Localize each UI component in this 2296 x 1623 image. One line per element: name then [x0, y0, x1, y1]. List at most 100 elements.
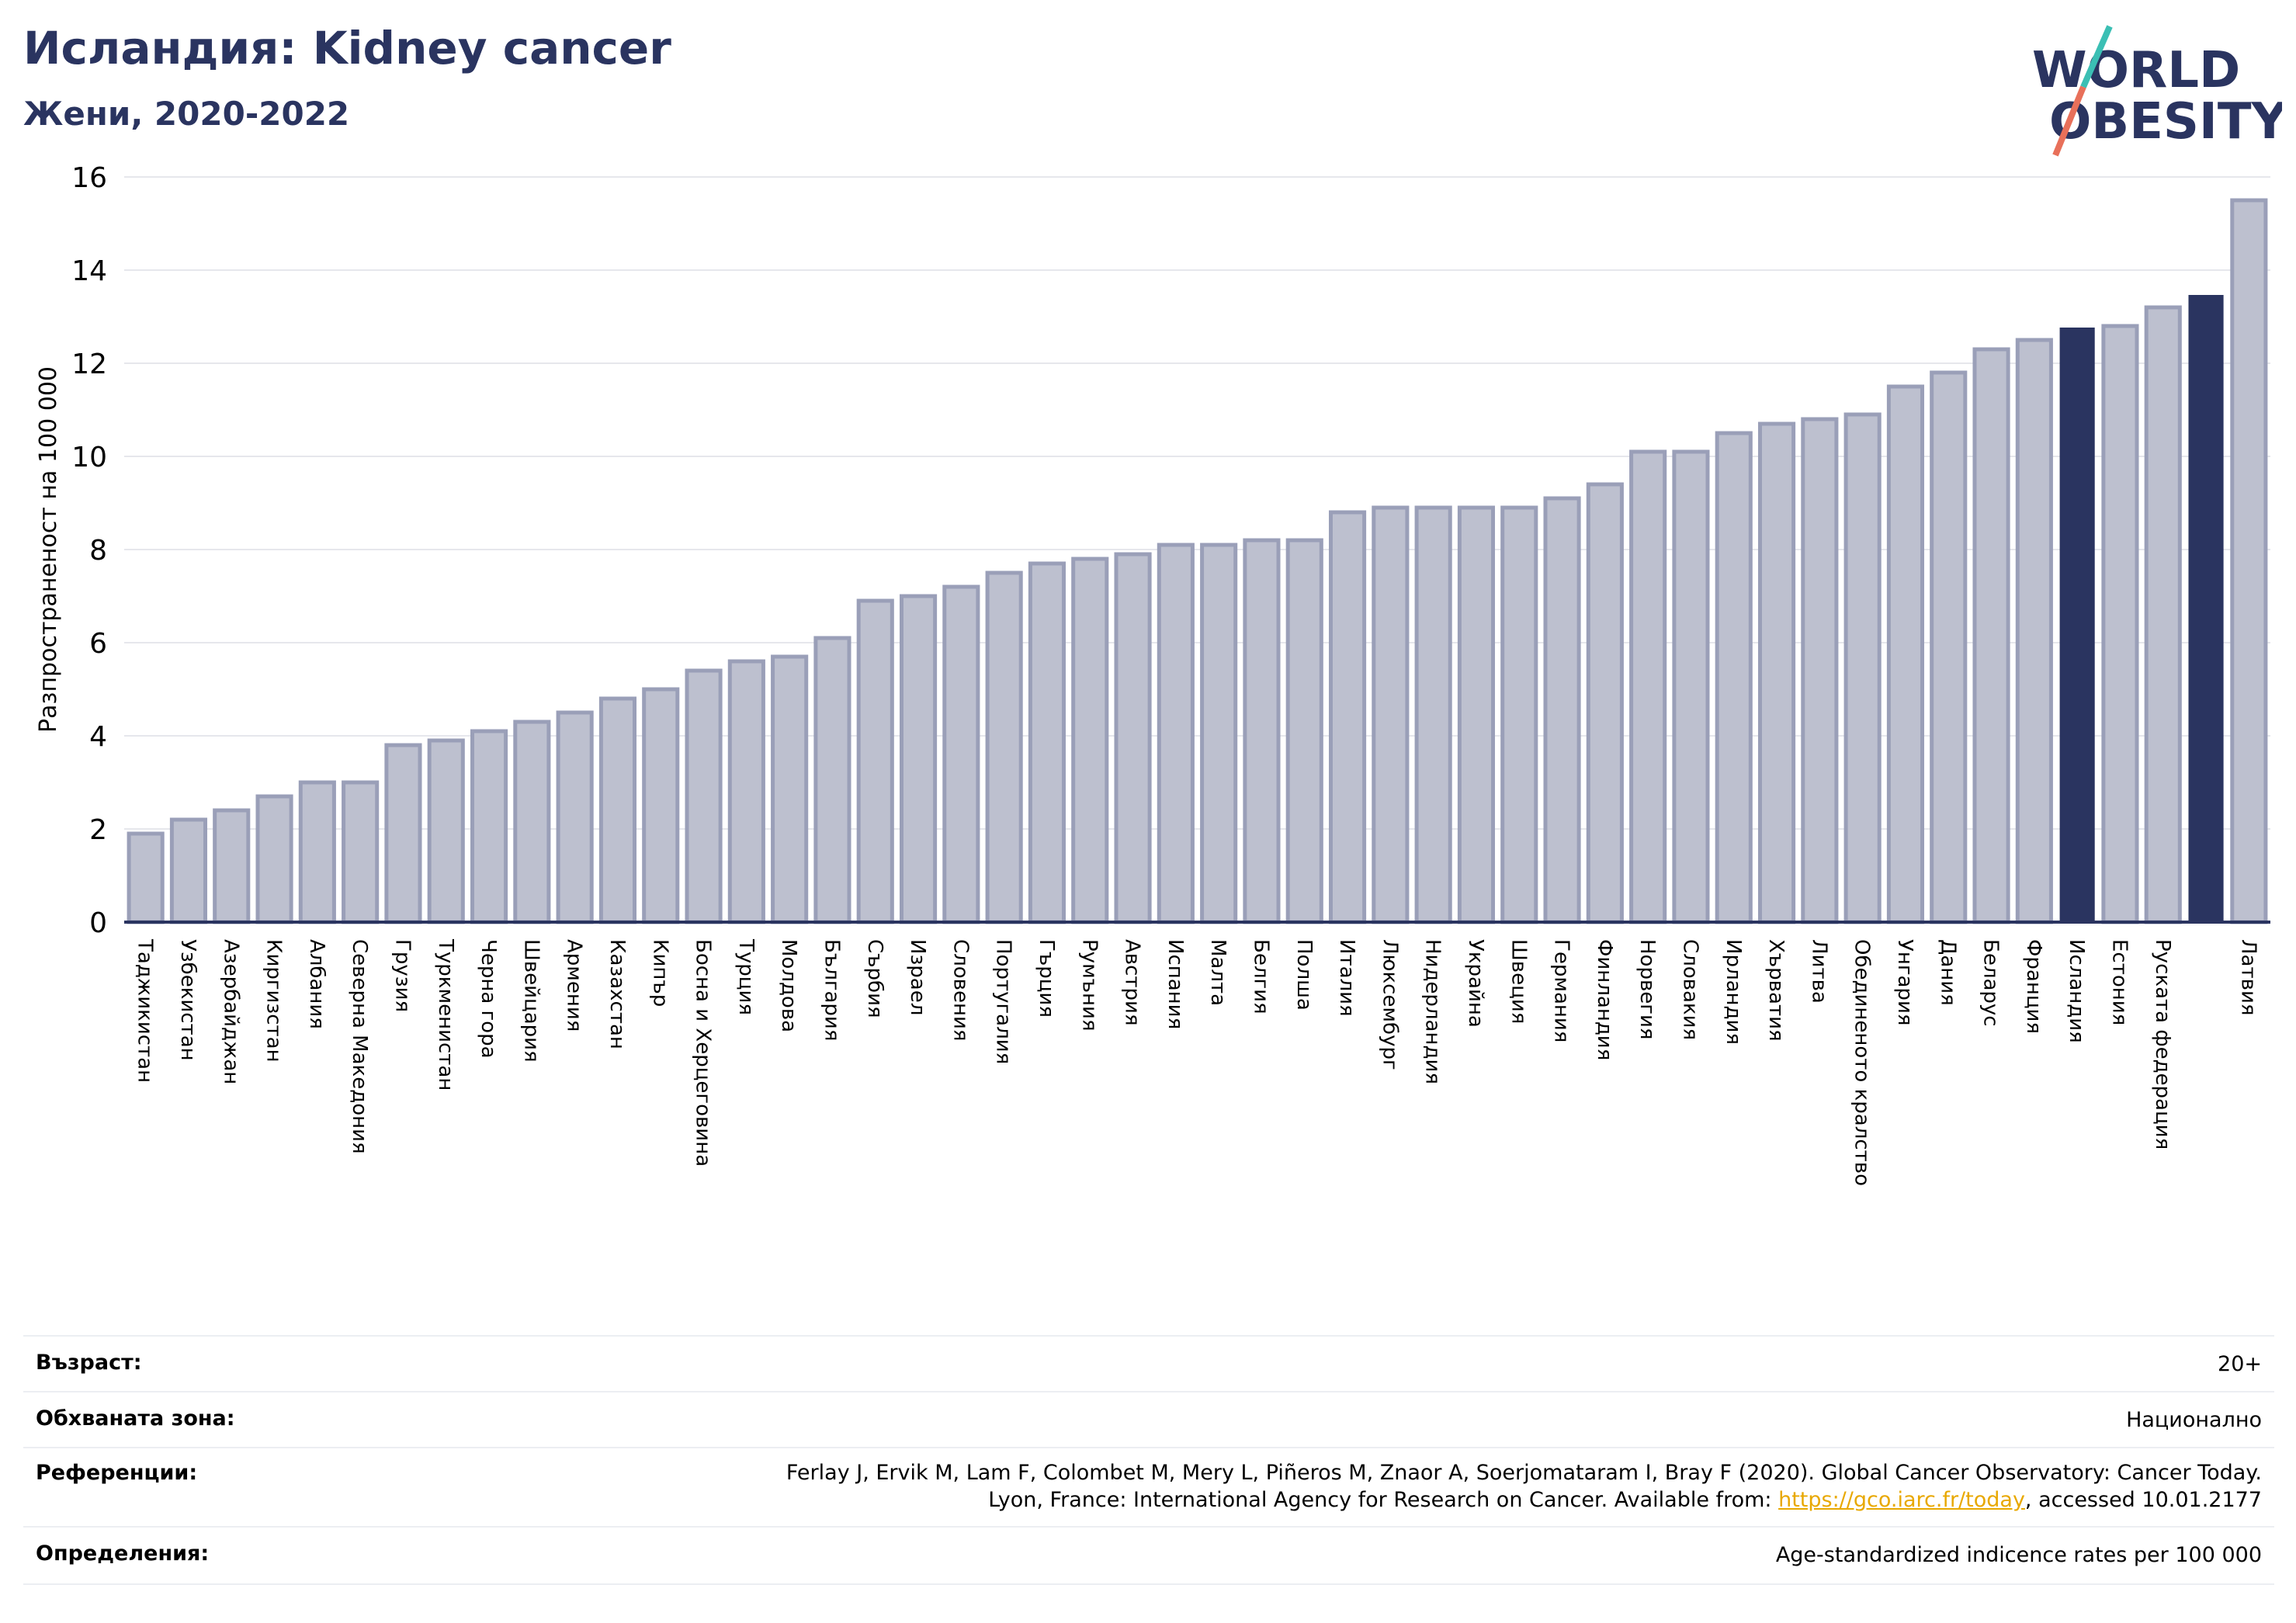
bar — [1930, 370, 1968, 924]
info-key-references: Референции: — [36, 1461, 198, 1485]
bar — [985, 570, 1023, 924]
bar — [298, 780, 336, 924]
bar — [771, 654, 809, 924]
x-tick-label: Люксембург — [1378, 939, 1401, 1070]
bar — [942, 584, 980, 924]
x-tick-label: Латвия — [2236, 939, 2260, 1016]
x-tick-label: Швеция — [1507, 939, 1530, 1024]
y-axis-label: Разпространеност на 100 000 — [35, 366, 62, 733]
bar — [1028, 561, 1066, 924]
reference-line-2: Lyon, France: International Agency for R… — [786, 1486, 2262, 1514]
bar — [813, 636, 851, 924]
x-tick-label: Азербайджан — [219, 939, 242, 1084]
info-key-area: Обхваната зона: — [36, 1406, 235, 1431]
x-tick-label: Кипър — [648, 939, 671, 1007]
x-tick-label: Беларус — [1979, 939, 2003, 1027]
x-tick-label: Финландия — [1593, 939, 1616, 1060]
y-tick-label: 12 — [71, 349, 107, 380]
chart-title: Исландия: Kidney cancer — [23, 22, 671, 75]
bar — [1586, 482, 1624, 924]
bar — [2059, 328, 2095, 923]
x-tick-label: Гърция — [1035, 939, 1058, 1018]
x-tick-label: Исландия — [2065, 939, 2088, 1043]
bar — [1114, 552, 1152, 924]
bar — [1157, 543, 1195, 924]
bar — [255, 794, 293, 924]
bar — [1886, 384, 1925, 924]
bar — [1200, 543, 1238, 924]
bar-chart: 0 2 4 6 8 10 12 14 16 Разпространеност на 100 000… — [35, 162, 2270, 1186]
bar — [1715, 431, 1753, 924]
bar — [1328, 510, 1367, 924]
bar — [1414, 505, 1452, 924]
bar — [1801, 417, 1839, 924]
x-tick-label: Узбекистан — [176, 939, 199, 1061]
y-tick-label: 6 — [89, 628, 107, 660]
y-tick-label: 14 — [71, 255, 107, 287]
x-tick-label: Украйна — [1464, 939, 1487, 1028]
x-tick-label: Грузия — [390, 939, 414, 1012]
bar — [342, 780, 380, 924]
x-tick-label: Молдова — [777, 939, 800, 1032]
bar — [727, 659, 765, 924]
x-tick-label: Босна и Херцеговина — [692, 939, 715, 1167]
info-row-definitions: Определения: Age-standardized indicence … — [23, 1526, 2274, 1585]
y-tick-label: 10 — [71, 442, 107, 473]
x-tick-label: Унгария — [1893, 939, 1916, 1025]
y-tick-label: 0 — [89, 907, 107, 939]
x-tick-label: Хърватия — [1764, 939, 1788, 1042]
x-tick-label: Казахстан — [605, 939, 629, 1049]
world-obesity-logo: WORLD OBESITY — [2032, 25, 2282, 157]
bar — [1071, 557, 1109, 924]
reference-link[interactable]: https://gco.iarc.fr/today — [1778, 1488, 2025, 1512]
bar — [1285, 538, 1323, 924]
x-tick-label: Сърбия — [863, 939, 886, 1018]
bar — [427, 738, 465, 924]
info-row-references: Референции: Ferlay J, Ervik M, Lam F, Co… — [23, 1447, 2274, 1528]
x-tick-label: Армения — [563, 939, 586, 1032]
bar — [1757, 421, 1796, 924]
x-tick-label: Швейцария — [519, 939, 543, 1063]
bar — [384, 743, 422, 924]
y-tick-label: 16 — [71, 162, 107, 194]
bar — [127, 831, 165, 924]
bar — [213, 808, 251, 924]
x-tick-label: Черна гора — [477, 939, 500, 1059]
info-key-definitions: Определения: — [36, 1542, 210, 1566]
logo-slash-top — [2080, 25, 2113, 88]
bar — [470, 729, 508, 924]
x-tick-label: Норвегия — [1635, 939, 1659, 1039]
x-tick-label: Дания — [1936, 939, 1959, 1006]
y-tick-label: 2 — [89, 814, 107, 846]
x-tick-label: Словакия — [1678, 939, 1701, 1040]
bar — [1629, 449, 1667, 924]
x-tick-label: Австрия — [1121, 939, 1144, 1026]
bar — [1372, 505, 1410, 924]
x-tick-label: Испания — [1164, 939, 1187, 1029]
x-tick-label: Малта — [1206, 939, 1230, 1006]
info-row-age: Възраст: 20+ — [23, 1335, 2274, 1392]
x-tick-label: Обединеното кралство — [1850, 939, 1874, 1186]
logo-line2: OBESITY — [2049, 93, 2282, 151]
bar — [2188, 295, 2224, 923]
x-tick-label: Литва — [1807, 939, 1830, 1004]
bar — [169, 817, 208, 924]
x-tick-label: Ирландия — [1722, 939, 1745, 1045]
x-tick-label: Португалия — [992, 939, 1015, 1064]
x-tick-label: Туркменистан — [434, 938, 457, 1091]
bar — [2015, 338, 2053, 924]
x-tick-label: Естония — [2107, 939, 2131, 1025]
bar — [1672, 449, 1710, 924]
info-value-references: Ferlay J, Ervik M, Lam F, Colombet M, Me… — [786, 1459, 2262, 1514]
logo-slash-bottom — [2052, 85, 2086, 157]
bar — [1457, 505, 1496, 924]
x-tick-label: Италия — [1335, 939, 1358, 1017]
x-tick-label: Германия — [1550, 939, 1573, 1042]
x-tick-label: Полша — [1292, 939, 1316, 1011]
bar — [1972, 347, 2010, 924]
chart-subtitle: Жени, 2020-2022 — [23, 95, 350, 133]
x-tick-label: Белгия — [1249, 939, 1272, 1014]
bar — [1843, 412, 1882, 924]
x-tick-label: Словения — [949, 939, 972, 1042]
x-tick-label: България — [820, 939, 843, 1041]
